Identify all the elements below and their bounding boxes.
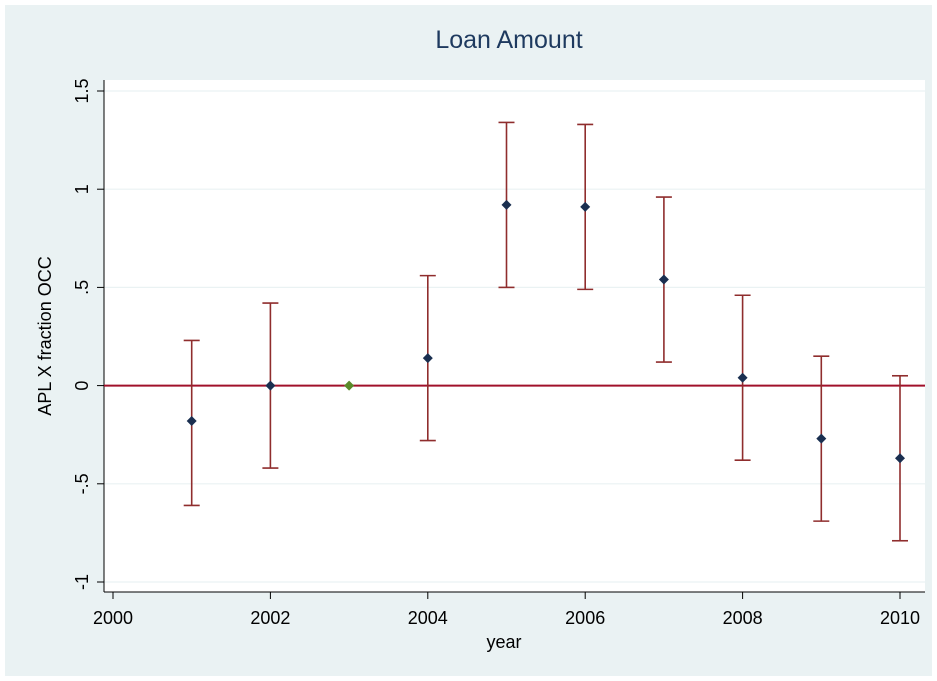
point-marker-2005 (501, 199, 512, 210)
y-tick-label-0: -1 (72, 574, 92, 590)
y-tick-label-5: 1.5 (72, 78, 92, 103)
x-tick-label-3: 2006 (565, 608, 605, 628)
y-tick-label-1: -.5 (72, 473, 92, 494)
y-tick-label-2: 0 (72, 381, 92, 391)
x-tick-label-0: 2000 (93, 608, 133, 628)
x-tick-label-1: 2002 (250, 608, 290, 628)
x-tick-label-4: 2008 (723, 608, 763, 628)
point-marker-2007 (658, 274, 669, 285)
tick-layer: -1 -.5 0 .5 1 1.5 2000 2002 2004 2006 2008 2010 (72, 78, 920, 628)
y-axis-title: APL X fraction OCC (35, 256, 55, 415)
chart-frame: -1 -.5 0 .5 1 1.5 2000 2002 2004 2006 2008 2010 Loa… (5, 5, 932, 676)
x-tick-label-5: 2010 (880, 608, 920, 628)
marker-layer (186, 199, 905, 464)
point-marker-2010 (895, 453, 905, 464)
chart-svg: -1 -.5 0 .5 1 1.5 2000 2002 2004 2006 2008 2010 Loa… (5, 5, 932, 676)
x-axis-title: year (486, 632, 521, 652)
omitted-point-marker-2003 (344, 380, 355, 391)
plot-area (104, 80, 925, 592)
point-marker-2006 (580, 201, 591, 212)
point-marker-2004 (422, 353, 433, 364)
y-tick-label-4: 1 (72, 184, 92, 194)
point-marker-2002 (265, 380, 276, 391)
point-marker-2009 (816, 433, 827, 444)
y-tick-label-3: .5 (72, 280, 92, 295)
chart-title: Loan Amount (435, 26, 582, 54)
point-marker-2008 (737, 372, 748, 383)
point-marker-2001 (186, 415, 197, 426)
x-tick-label-2: 2004 (408, 608, 448, 628)
